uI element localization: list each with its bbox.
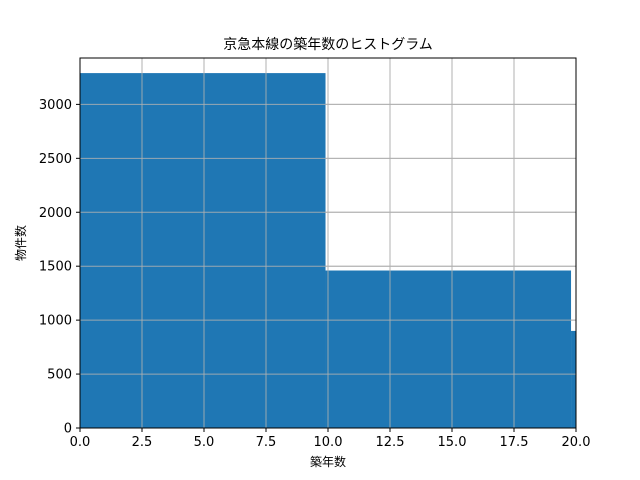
y-tick-label: 0 [64, 422, 72, 437]
x-tick-label: 15.0 [438, 435, 467, 450]
x-tick-label: 7.5 [256, 435, 277, 450]
y-tick-label: 1000 [39, 314, 72, 329]
x-tick-label: 17.5 [500, 435, 529, 450]
x-ticks: 0.0 2.5 5.0 7.5 10.0 12.5 15.0 17.5 20.0 [70, 428, 591, 450]
x-axis-label: 築年数 [310, 454, 346, 469]
x-tick-label: 0.0 [70, 435, 91, 450]
y-tick-label: 2500 [39, 152, 72, 167]
bars-layer [80, 73, 576, 428]
y-tick-label: 1500 [39, 260, 72, 275]
x-tick-label: 10.0 [314, 435, 343, 450]
x-tick-label: 5.0 [194, 435, 215, 450]
x-tick-label: 12.5 [376, 435, 405, 450]
chart-title: 京急本線の築年数のヒストグラム [223, 37, 433, 53]
y-tick-label: 500 [47, 368, 72, 383]
x-tick-label: 2.5 [132, 435, 153, 450]
histogram-bar [571, 330, 576, 428]
y-axis-label: 物件数 [13, 225, 28, 261]
histogram-bar [325, 270, 572, 428]
histogram-bar [80, 73, 326, 428]
x-tick-label: 20.0 [562, 435, 591, 450]
y-tick-label: 2000 [39, 206, 72, 221]
y-ticks: 0 500 1000 1500 2000 2500 3000 [39, 98, 80, 437]
y-tick-label: 3000 [39, 98, 72, 113]
